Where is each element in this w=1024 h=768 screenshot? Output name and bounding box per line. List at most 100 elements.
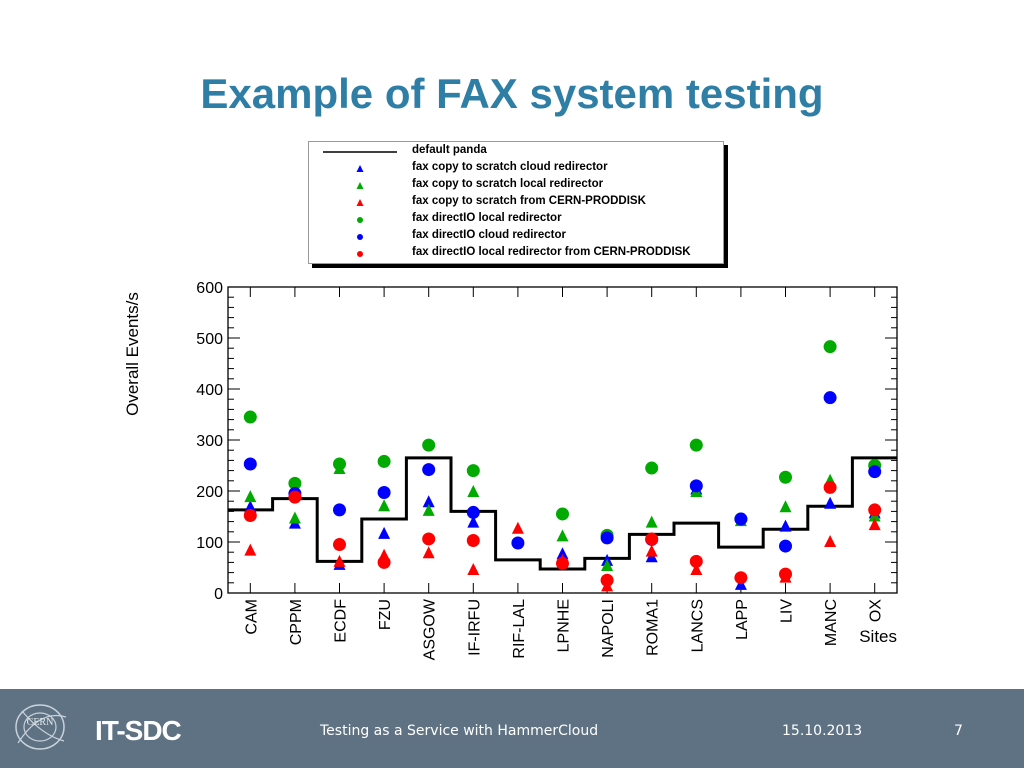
- data-point-circle: [779, 567, 792, 581]
- y-tick-label: 0: [214, 586, 223, 603]
- cern-logo-icon: CERN: [15, 704, 67, 750]
- footer-presentation-title: Testing as a Service with HammerCloud: [320, 723, 599, 739]
- data-point-triangle: [645, 544, 658, 557]
- data-point-circle: [422, 438, 436, 452]
- x-tick-label: FZU: [377, 599, 394, 630]
- data-point-triangle: [333, 554, 346, 567]
- x-tick-label: RIF-LAL: [511, 599, 528, 659]
- chart-legend: default panda fax copy to scratch cloud r…: [308, 141, 724, 264]
- data-point-triangle: [824, 496, 837, 509]
- data-point-circle: [243, 457, 257, 471]
- legend-label: fax copy to scratch from CERN-PRODDISK: [412, 195, 646, 207]
- plot-frame: [227, 286, 898, 594]
- legend-marker: [356, 165, 364, 172]
- x-tick-label: LIV: [779, 599, 796, 623]
- legend-label: fax copy to scratch local redirector: [412, 178, 604, 190]
- x-tick-label: LPNHE: [556, 599, 573, 652]
- data-point-triangle: [690, 563, 703, 576]
- chart-plot: 0 100 200 300 400 500 600 CAM CPPM ECDF FZU ASGOW IF…: [123, 280, 898, 660]
- x-tick-label: MANC: [823, 599, 840, 646]
- data-point-circle: [243, 410, 257, 424]
- data-point-triangle: [779, 519, 792, 532]
- footer-bar: CERN IT-SDC Testing as a Service with Ha…: [0, 689, 1024, 768]
- x-tick-label: CPPM: [288, 599, 305, 645]
- data-point-circle: [556, 556, 569, 570]
- data-point-circle: [689, 554, 703, 568]
- data-point-circle: [600, 531, 614, 545]
- data-point-circle: [823, 340, 837, 354]
- data-point-triangle: [868, 518, 881, 531]
- legend-entry: fax copy to scratch from CERN-PRODDISK: [309, 194, 723, 211]
- footer-date: 15.10.2013: [782, 723, 863, 739]
- data-point-circle: [377, 454, 391, 468]
- y-tick-label: 500: [196, 331, 223, 348]
- data-point-triangle: [467, 563, 480, 576]
- legend-marker: [356, 199, 364, 206]
- legend-label: fax directIO local redirector from CERN-…: [412, 246, 691, 258]
- data-point-circle: [333, 457, 346, 471]
- data-point-circle: [823, 480, 837, 494]
- x-tick-label: NAPOLI: [600, 599, 617, 658]
- y-tick-label: 100: [196, 535, 223, 552]
- data-point-circle: [377, 555, 391, 569]
- x-tick-label: IF-IRFU: [466, 599, 483, 656]
- data-point-triangle: [422, 546, 435, 559]
- data-point-triangle: [467, 485, 480, 497]
- data-point-triangle: [244, 543, 257, 556]
- data-point-circle: [645, 461, 659, 475]
- data-point-triangle: [556, 547, 569, 560]
- data-point-triangle: [601, 558, 614, 571]
- legend-label: fax directIO cloud redirector: [412, 229, 567, 241]
- legend-label: default panda: [412, 144, 487, 156]
- data-point-circle: [243, 508, 257, 522]
- legend-entry: default panda: [309, 143, 723, 160]
- legend-marker: [357, 251, 363, 257]
- data-point-circle: [511, 536, 525, 550]
- legend-entry: fax copy to scratch local redirector: [309, 177, 723, 194]
- data-point-circle: [689, 438, 703, 452]
- data-point-triangle: [824, 534, 837, 547]
- x-tick-label: ASGOW: [422, 598, 439, 660]
- y-tick-label: 600: [196, 280, 223, 297]
- data-point-triangle: [779, 500, 792, 513]
- data-point-triangle: [556, 529, 569, 542]
- data-point-circle: [288, 490, 302, 504]
- legend-entry: fax copy to scratch cloud redirector: [309, 160, 723, 177]
- data-point-circle: [556, 507, 569, 521]
- legend-marker: [357, 217, 363, 223]
- footer-page-number: 7: [954, 723, 963, 739]
- data-point-circle: [466, 533, 480, 547]
- data-point-triangle: [244, 490, 257, 503]
- data-point-circle: [779, 539, 792, 553]
- x-tick-label: LANCS: [689, 599, 706, 652]
- data-point-circle: [600, 573, 614, 587]
- x-tick-label: LAPP: [734, 599, 751, 640]
- x-axis-title: Sites: [859, 627, 897, 646]
- slide-title: Example of FAX system testing: [200, 70, 824, 117]
- data-point-triangle: [422, 495, 435, 508]
- data-point-triangle: [288, 511, 301, 524]
- data-point-circle: [734, 512, 748, 526]
- data-point-circle: [734, 571, 748, 585]
- data-point-circle: [422, 463, 436, 477]
- y-tick-label: 300: [196, 433, 223, 450]
- data-point-triangle: [378, 499, 391, 512]
- legend-marker: [323, 151, 397, 153]
- y-tick-label: 400: [196, 382, 223, 399]
- data-point-circle: [377, 486, 391, 500]
- data-point-circle: [823, 391, 837, 405]
- cern-logo-text: CERN: [27, 717, 54, 728]
- legend-marker: [357, 234, 363, 240]
- legend-label: fax directIO local redirector: [412, 212, 562, 224]
- data-point-triangle: [645, 515, 658, 528]
- x-tick-label: CAM: [243, 599, 260, 635]
- data-point-circle: [689, 479, 703, 493]
- data-point-circle: [868, 503, 882, 517]
- y-tick-label: 200: [196, 484, 223, 501]
- data-point-circle: [466, 505, 480, 519]
- x-tick-label: ECDF: [333, 599, 350, 643]
- legend-entry: fax directIO local redirector: [309, 211, 723, 228]
- data-point-circle: [779, 470, 792, 484]
- legend-marker: [356, 182, 364, 189]
- data-point-triangle: [467, 515, 480, 528]
